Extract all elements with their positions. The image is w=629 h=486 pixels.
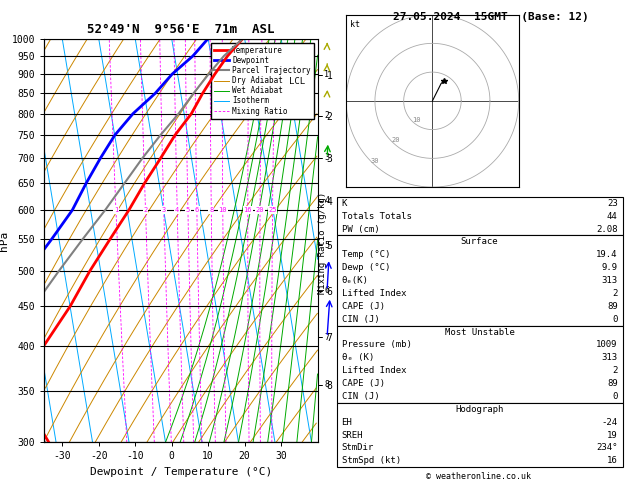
Text: 89: 89 xyxy=(607,302,618,311)
Text: 19.4: 19.4 xyxy=(596,250,618,260)
Text: 89: 89 xyxy=(607,379,618,388)
Text: 9.9: 9.9 xyxy=(601,263,618,272)
Y-axis label: hPa: hPa xyxy=(0,230,9,251)
Text: 4: 4 xyxy=(175,207,179,213)
Text: 16: 16 xyxy=(607,456,618,466)
Text: Lifted Index: Lifted Index xyxy=(342,289,406,298)
Text: 8: 8 xyxy=(325,381,329,389)
Text: 5: 5 xyxy=(325,241,329,250)
Text: CIN (J): CIN (J) xyxy=(342,314,379,324)
Text: 10: 10 xyxy=(218,207,227,213)
Text: 4: 4 xyxy=(325,196,329,206)
Text: 2: 2 xyxy=(325,111,329,120)
Text: θₑ (K): θₑ (K) xyxy=(342,353,374,363)
Text: 44: 44 xyxy=(607,211,618,221)
Text: 23: 23 xyxy=(607,199,618,208)
Text: CAPE (J): CAPE (J) xyxy=(342,302,384,311)
Text: CAPE (J): CAPE (J) xyxy=(342,379,384,388)
Text: Hodograph: Hodograph xyxy=(455,405,504,414)
Text: 10: 10 xyxy=(412,117,420,122)
Text: 1: 1 xyxy=(114,207,118,213)
Text: Mixing Ratio (g/kg): Mixing Ratio (g/kg) xyxy=(318,192,327,294)
Text: StmDir: StmDir xyxy=(342,443,374,452)
Text: 6: 6 xyxy=(195,207,199,213)
Text: © weatheronline.co.uk: © weatheronline.co.uk xyxy=(426,472,530,481)
Text: 313: 313 xyxy=(601,276,618,285)
Text: θₑ(K): θₑ(K) xyxy=(342,276,369,285)
Text: 7: 7 xyxy=(325,332,329,342)
Text: EH: EH xyxy=(342,417,352,427)
Legend: Temperature, Dewpoint, Parcel Trajectory, Dry Adiabat, Wet Adiabat, Isotherm, Mi: Temperature, Dewpoint, Parcel Trajectory… xyxy=(211,43,314,119)
Text: 3: 3 xyxy=(162,207,166,213)
Text: 0: 0 xyxy=(612,314,618,324)
Text: 313: 313 xyxy=(601,353,618,363)
Text: 19: 19 xyxy=(607,431,618,440)
Text: 6: 6 xyxy=(325,286,329,295)
Text: 25: 25 xyxy=(269,207,277,213)
Text: K: K xyxy=(342,199,347,208)
Text: Pressure (mb): Pressure (mb) xyxy=(342,340,411,349)
X-axis label: Dewpoint / Temperature (°C): Dewpoint / Temperature (°C) xyxy=(90,467,272,477)
Text: 30: 30 xyxy=(370,158,379,164)
Text: PW (cm): PW (cm) xyxy=(342,225,379,234)
Text: 20: 20 xyxy=(256,207,264,213)
Text: 20: 20 xyxy=(391,137,399,143)
Text: LCL: LCL xyxy=(289,77,305,86)
Text: Temp (°C): Temp (°C) xyxy=(342,250,390,260)
Text: 16: 16 xyxy=(243,207,252,213)
Text: Totals Totals: Totals Totals xyxy=(342,211,411,221)
Text: 2: 2 xyxy=(612,289,618,298)
Text: SREH: SREH xyxy=(342,431,363,440)
Text: 0: 0 xyxy=(612,392,618,401)
Text: Surface: Surface xyxy=(461,237,498,246)
Text: Dewp (°C): Dewp (°C) xyxy=(342,263,390,272)
Text: 3: 3 xyxy=(325,154,329,162)
Text: 1: 1 xyxy=(325,70,329,79)
Title: 52°49'N  9°56'E  71m  ASL: 52°49'N 9°56'E 71m ASL xyxy=(87,23,275,36)
Text: kt: kt xyxy=(350,20,360,29)
Text: Lifted Index: Lifted Index xyxy=(342,366,406,375)
Text: CIN (J): CIN (J) xyxy=(342,392,379,401)
Text: 27.05.2024  15GMT  (Base: 12): 27.05.2024 15GMT (Base: 12) xyxy=(392,12,589,22)
Text: 1009: 1009 xyxy=(596,340,618,349)
Y-axis label: km
ASL: km ASL xyxy=(343,230,361,251)
Text: 234°: 234° xyxy=(596,443,618,452)
Text: StmSpd (kt): StmSpd (kt) xyxy=(342,456,401,466)
Text: 2.08: 2.08 xyxy=(596,225,618,234)
Text: 5: 5 xyxy=(186,207,190,213)
Text: 2: 2 xyxy=(143,207,148,213)
Text: 8: 8 xyxy=(209,207,213,213)
Text: Most Unstable: Most Unstable xyxy=(445,328,515,337)
Text: 2: 2 xyxy=(612,366,618,375)
Text: -24: -24 xyxy=(601,417,618,427)
